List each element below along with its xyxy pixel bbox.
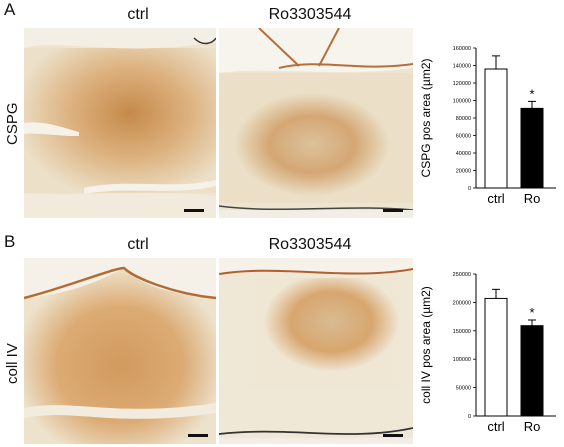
scale-bar <box>383 209 403 212</box>
significance-marker: * <box>529 86 534 101</box>
column-title-ro-a: Ro3303544 <box>268 6 352 23</box>
y-tick-label: 50000 <box>456 386 471 392</box>
x-category-label: ctrl <box>487 191 504 206</box>
panel-letter-b: B <box>4 232 16 251</box>
y-axis-label: CSPG pos area (µm2) <box>419 59 433 178</box>
y-tick-label: 150000 <box>453 329 471 335</box>
y-tick-label: 160000 <box>453 46 471 52</box>
y-axis-label: coll IV pos area (µm2) <box>419 286 433 404</box>
y-tick-label: 80000 <box>456 116 471 122</box>
y-tick-label: 120000 <box>453 81 471 87</box>
bar-ctrl <box>484 297 508 417</box>
y-tick-label: 40000 <box>456 151 471 157</box>
scale-bar <box>184 209 204 212</box>
y-tick-label: 0 <box>468 414 471 420</box>
micrograph-cspg-ctrl <box>24 28 216 218</box>
column-title-ro-b: Ro3303544 <box>268 236 352 253</box>
micrograph-cspg-ro <box>219 28 413 218</box>
panel-letter-a: A <box>4 0 16 19</box>
bar-chart-coll-iv: coll IV pos area (µm2) 0 50000 100000 150000… <box>418 270 560 442</box>
bar-ro <box>520 107 544 189</box>
y-tick-label: 20000 <box>456 169 471 175</box>
significance-marker: * <box>529 305 534 320</box>
column-title-ctrl-b: ctrl <box>127 236 149 253</box>
scale-bar <box>188 434 208 437</box>
y-tick-label: 250000 <box>453 272 471 278</box>
row-label-coll-iv: coll IV <box>4 343 21 384</box>
y-tick-label: 0 <box>468 186 471 192</box>
y-tick-label: 60000 <box>456 134 471 140</box>
y-tick-label: 100000 <box>453 99 471 105</box>
bar-ro <box>520 325 544 417</box>
scale-bar <box>383 434 403 437</box>
column-title-ctrl-a: ctrl <box>127 6 149 23</box>
x-category-label: Ro <box>524 419 541 434</box>
y-tick-label: 200000 <box>453 300 471 306</box>
bar-ctrl <box>484 68 508 189</box>
x-category-label: Ro <box>524 191 541 206</box>
row-label-cspg: CSPG <box>4 102 21 145</box>
micrograph-collIV-ctrl <box>24 258 216 444</box>
y-tick-label: 140000 <box>453 64 471 70</box>
micrograph-collIV-ro <box>219 258 413 444</box>
bar-chart-cspg: CSPG pos area (µm2) 0 20000 40000 60000 80000… <box>418 40 560 210</box>
x-category-label: ctrl <box>487 419 504 434</box>
y-tick-label: 100000 <box>453 357 471 363</box>
